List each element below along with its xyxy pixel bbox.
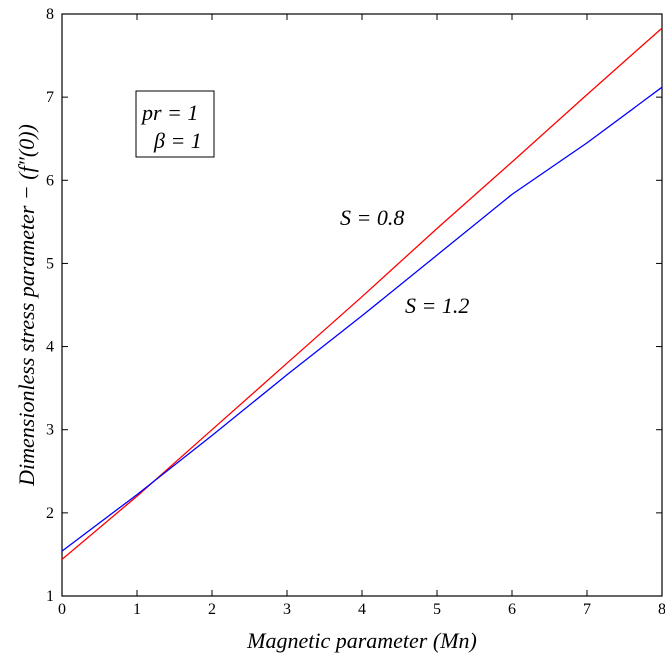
x-tick-label: 5 [433,601,441,618]
parameter-box-beta: β = 1 [153,128,202,153]
y-axis-title: Dimensionless stress parameter − (f″(0)) [14,124,39,487]
y-tick-label: 1 [46,588,54,605]
x-tick-label: 3 [283,601,291,618]
y-tick-label: 3 [46,422,54,439]
y-tick-label: 6 [46,172,54,189]
y-tick-label: 5 [46,255,54,272]
y-tick-label: 4 [46,339,54,356]
x-tick-label: 1 [133,601,141,618]
x-axis-title: Magnetic parameter (Mn) [246,628,477,653]
y-tick-label: 8 [46,6,54,23]
parameter-box [135,90,215,158]
x-tick-label: 6 [508,601,516,618]
series-layer [61,27,663,560]
y-tick-label: 7 [46,89,54,106]
label-s-0-8: S = 0.8 [340,205,404,230]
y-tick-label: 2 [46,505,54,522]
y-axis: 1 2 3 4 5 6 7 8 [46,6,662,605]
x-tick-label: 0 [58,601,66,618]
x-tick-label: 7 [583,601,591,618]
x-tick-label: 4 [358,601,366,618]
x-tick-label: 2 [208,601,216,618]
label-s-1-2: S = 1.2 [405,293,469,318]
series-line-s-0-8 [61,27,663,560]
x-tick-label: 8 [658,601,665,618]
series-line-s-1-2 [61,86,663,552]
parameter-box-pr: pr = 1 [140,100,198,125]
x-axis: 0 1 2 3 4 5 6 7 8 [58,14,665,618]
